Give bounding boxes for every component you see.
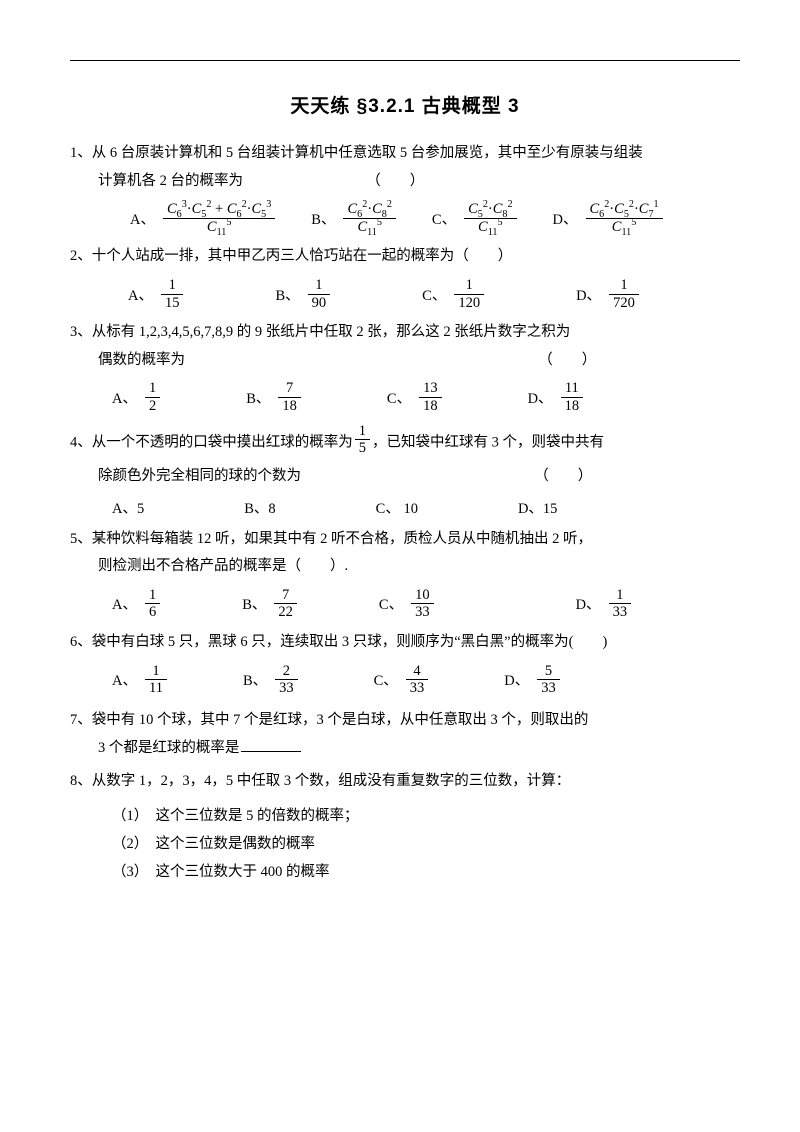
q4-option-c: C、 10 xyxy=(376,497,418,518)
q5-option-a: A、16 xyxy=(112,587,162,621)
q1-paren: （ ） xyxy=(366,173,424,189)
question-7: 7、袋中有 10 个球，其中 7 个是红球，3 个是白球，从中任意取出 3 个，… xyxy=(70,707,740,762)
q3-stem-line2: 偶数的概率为 （ ） xyxy=(70,347,740,375)
q6-stem: 6、袋中有白球 5 只，黑球 6 只，连续取出 3 只球，则顺序为“黑白黑”的概… xyxy=(70,629,740,657)
q1-stem-line2: 计算机各 2 台的概率为 （ ） xyxy=(70,168,740,196)
q6-option-c: C、433 xyxy=(374,663,431,697)
question-2: 2、十个人站成一排，其中甲乙丙三人恰巧站在一起的概率为（ ） xyxy=(70,243,740,271)
q8-sub-2: （2） 这个三位数是偶数的概率 xyxy=(112,830,740,858)
q1-d-frac: C62·C52·C71 C115 xyxy=(586,201,663,235)
top-rule xyxy=(70,60,740,61)
q8-sub-1: （1） 这个三位数是 5 的倍数的概率； xyxy=(112,802,740,830)
q3-option-c: C、1318 xyxy=(387,380,444,414)
q4-stem-line1: 4、从一个不透明的口袋中摸出红球的概率为15，已知袋中红球有 3 个，则袋中共有 xyxy=(70,423,740,457)
q7-stem-line1: 7、袋中有 10 个球，其中 7 个是红球，3 个是白球，从中任意取出 3 个，… xyxy=(70,707,740,735)
q1-option-a: A、 C63·C52 + C62·C53 C115 xyxy=(130,201,277,235)
question-1: 1、从 6 台原装计算机和 5 台组装计算机中任意选取 5 台参加展览，其中至少… xyxy=(70,140,740,195)
q4-option-d: D、15 xyxy=(518,497,557,518)
q5-option-d: D、133 xyxy=(576,587,633,621)
q3-paren: （ ） xyxy=(538,352,596,368)
q1-option-b: B、 C62·C82 C115 xyxy=(311,201,398,235)
q3-option-a: A、12 xyxy=(112,380,162,414)
q1-c-frac: C52·C82 C115 xyxy=(464,201,516,235)
document-title: 天天练 §3.2.1 古典概型 3 xyxy=(70,91,740,118)
q3-option-b: B、718 xyxy=(246,380,303,414)
q5-stem-line1: 5、某种饮料每箱装 12 听，如果其中有 2 听不合格，质检人员从中随机抽出 2… xyxy=(70,526,740,554)
question-8: 8、从数字 1，2，3，4，5 中任取 3 个数，组成没有重复数字的三位数，计算… xyxy=(70,768,740,796)
q5-option-c: C、1033 xyxy=(379,587,436,621)
question-3: 3、从标有 1,2,3,4,5,6,7,8,9 的 9 张纸片中任取 2 张，那… xyxy=(70,319,740,374)
q3-option-d: D、1118 xyxy=(528,380,585,414)
q2-option-d: D、1720 xyxy=(576,277,641,311)
q3-options: A、12 B、718 C、1318 D、1118 xyxy=(70,380,740,414)
q3-stem-line1: 3、从标有 1,2,3,4,5,6,7,8,9 的 9 张纸片中任取 2 张，那… xyxy=(70,319,740,347)
q4-option-a: A、5 xyxy=(112,497,144,518)
q4-paren: （ ） xyxy=(534,468,592,484)
question-4: 4、从一个不透明的口袋中摸出红球的概率为15，已知袋中红球有 3 个，则袋中共有… xyxy=(70,423,740,491)
q6-option-d: D、533 xyxy=(504,663,561,697)
q4-option-b: B、8 xyxy=(244,497,275,518)
q2-option-b: B、190 xyxy=(275,277,332,311)
q7-blank xyxy=(241,751,301,752)
q8-stem: 8、从数字 1，2，3，4，5 中任取 3 个数，组成没有重复数字的三位数，计算… xyxy=(70,768,740,796)
q4-stem-line2: 除颜色外完全相同的球的个数为 （ ） xyxy=(70,463,740,491)
q1-options: A、 C63·C52 + C62·C53 C115 B、 C62·C82 C11… xyxy=(70,201,740,235)
q6-option-a: A、111 xyxy=(112,663,169,697)
q1-option-d: D、 C62·C52·C71 C115 xyxy=(553,201,665,235)
q4-options: A、5 B、8 C、 10 D、15 xyxy=(70,497,740,518)
q2-option-a: A、115 xyxy=(128,277,185,311)
q6-option-b: B、233 xyxy=(243,663,300,697)
q8-sub-3: （3） 这个三位数大于 400 的概率 xyxy=(112,858,740,886)
question-6: 6、袋中有白球 5 只，黑球 6 只，连续取出 3 只球，则顺序为“黑白黑”的概… xyxy=(70,629,740,657)
q5-option-b: B、722 xyxy=(242,587,299,621)
question-5: 5、某种饮料每箱装 12 听，如果其中有 2 听不合格，质检人员从中随机抽出 2… xyxy=(70,526,740,581)
q2-options: A、115 B、190 C、1120 D、1720 xyxy=(70,277,740,311)
q7-stem-line2: 3 个都是红球的概率是 xyxy=(70,735,740,763)
q1-a-frac: C63·C52 + C62·C53 C115 xyxy=(163,201,275,235)
page: 天天练 §3.2.1 古典概型 3 1、从 6 台原装计算机和 5 台组装计算机… xyxy=(0,0,800,926)
q8-subitems: （1） 这个三位数是 5 的倍数的概率； （2） 这个三位数是偶数的概率 （3）… xyxy=(70,802,740,887)
q1-b-frac: C62·C82 C115 xyxy=(343,201,395,235)
q5-stem-line2: 则检测出不合格产品的概率是（ ）. xyxy=(70,553,740,581)
q1-option-c: C、 C52·C82 C115 xyxy=(432,201,519,235)
q6-options: A、111 B、233 C、433 D、533 xyxy=(70,663,740,697)
q1-stem-line1: 1、从 6 台原装计算机和 5 台组装计算机中任意选取 5 台参加展览，其中至少… xyxy=(70,140,740,168)
q5-options: A、16 B、722 C、1033 D、133 xyxy=(70,587,740,621)
q2-stem: 2、十个人站成一排，其中甲乙丙三人恰巧站在一起的概率为（ ） xyxy=(70,243,740,271)
q2-option-c: C、1120 xyxy=(422,277,486,311)
